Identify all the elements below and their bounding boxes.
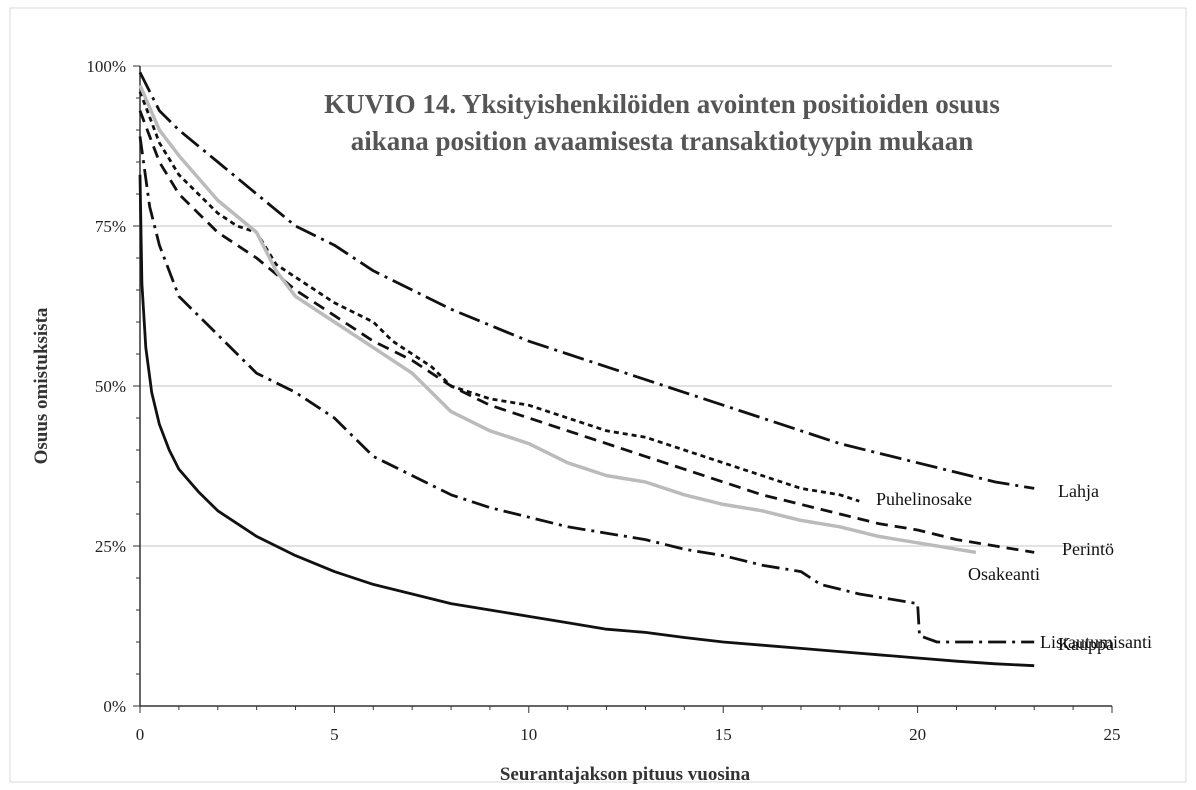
series-labels: Lahja Puhelinosake Perintö Osakeanti Listaut… bbox=[876, 481, 1152, 654]
series-label-osakeanti: Osakeanti bbox=[968, 564, 1040, 584]
series-label-listautumisanti: Listautumisanti bbox=[1040, 632, 1152, 652]
x-tick-label: 10 bbox=[520, 725, 537, 744]
gridlines bbox=[140, 65, 1112, 547]
series-label-perintö: Perintö bbox=[1062, 539, 1114, 559]
series-label-lahja: Lahja bbox=[1058, 481, 1099, 501]
x-tick-labels: 0 5 10 15 20 25 bbox=[136, 725, 1121, 744]
series-lines bbox=[138, 71, 1035, 668]
x-tick-label: 0 bbox=[136, 725, 145, 744]
series-line-kauppa bbox=[138, 174, 1035, 668]
y-tick-labels: 0% 25% 50% 75% 100% bbox=[86, 57, 126, 716]
series-line-listautumisanti bbox=[138, 136, 1035, 644]
y-tick-label: 75% bbox=[95, 217, 126, 236]
chart-title-line-2: aikana position avaamisesta transaktioty… bbox=[351, 126, 974, 156]
chart-title-line-1: KUVIO 14. Yksityishenkilöiden avointen p… bbox=[324, 89, 1000, 119]
series-line-puhelinosake bbox=[138, 91, 860, 503]
y-tick-label: 0% bbox=[103, 697, 126, 716]
series-line-osakeanti bbox=[138, 84, 977, 555]
chart-border bbox=[9, 7, 1187, 783]
y-tick-label: 25% bbox=[95, 537, 126, 556]
x-axis-title: Seurantajakson pituus vuosina bbox=[500, 764, 751, 785]
series-label-kauppa: Kauppa bbox=[1058, 634, 1114, 654]
y-tick-label: 50% bbox=[95, 377, 126, 396]
series-line-perintö bbox=[138, 110, 1035, 554]
x-tick-label: 25 bbox=[1104, 725, 1121, 744]
series-line-lahja bbox=[138, 71, 1035, 490]
x-tick-label: 20 bbox=[909, 725, 926, 744]
axes bbox=[133, 65, 1113, 713]
y-axis-title: Osuus omistuksista bbox=[31, 307, 52, 464]
series-label-puhelinosake: Puhelinosake bbox=[876, 489, 972, 509]
y-tick-label: 100% bbox=[86, 57, 126, 76]
x-tick-label: 5 bbox=[330, 725, 339, 744]
x-tick-label: 15 bbox=[715, 725, 732, 744]
